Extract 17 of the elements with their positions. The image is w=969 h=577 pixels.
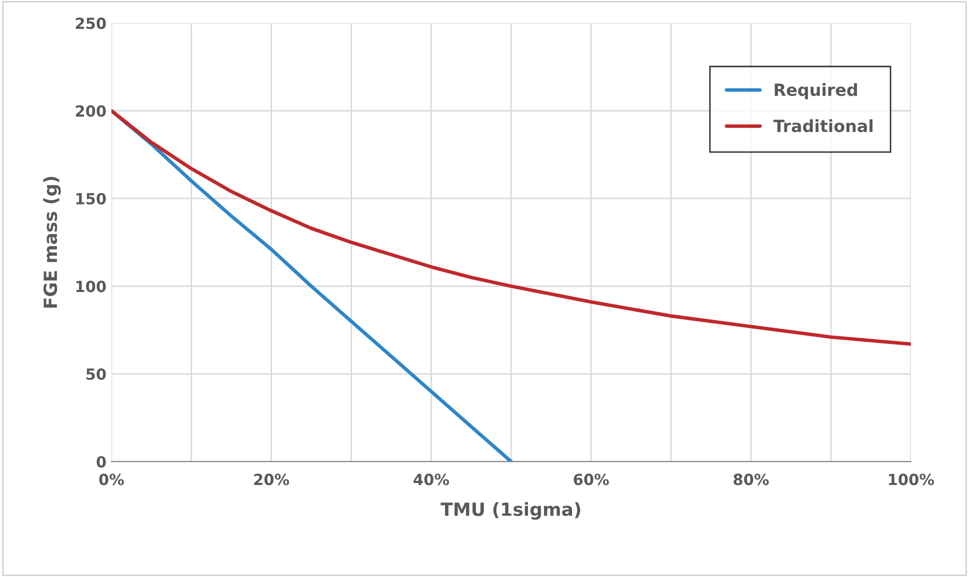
x-tick-label: 40% [414,474,450,486]
y-axis-title: FGE mass (g) [43,176,61,308]
x-tick-label: 60% [574,474,609,486]
x-tick-label: 80% [734,474,769,486]
y-tick-label: 100 [76,280,106,292]
x-tick-label: 100% [888,474,934,486]
line-series [111,109,911,346]
y-tick-label: 150 [76,192,106,205]
y-tick-label: 250 [76,18,106,30]
y-tick-label: 0 [96,456,106,468]
x-tick-label: 20% [254,474,290,486]
y-tick-label: 50 [86,368,106,380]
legend-label: Required [774,83,857,100]
x-tick-label: 0% [99,474,124,486]
x-axis-title: TMU (1sigma) [440,502,580,520]
y-tick-label: 200 [76,105,106,117]
legend-label: Traditional [773,119,872,132]
